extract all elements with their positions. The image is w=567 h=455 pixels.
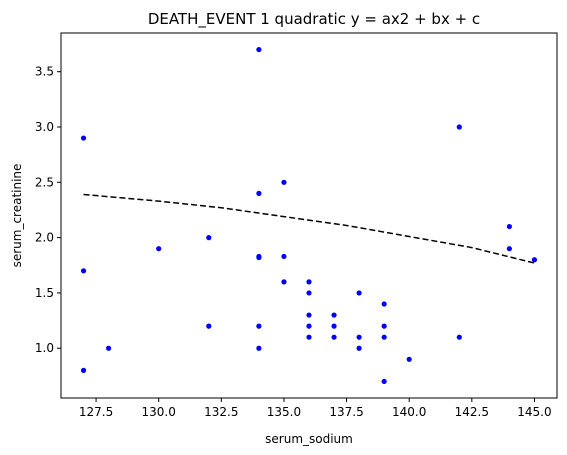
data-point (456, 124, 462, 130)
data-point (281, 179, 287, 185)
chart-title: DEATH_EVENT 1 quadratic y = ax2 + bx + c (148, 10, 480, 29)
plot-frame (60, 32, 558, 399)
data-point (256, 46, 262, 53)
plot-area (80, 46, 538, 385)
data-point (456, 334, 462, 340)
data-point (356, 345, 362, 351)
x-tick-label: 132.5 (204, 405, 238, 419)
y-tick-label: 2.0 (35, 231, 54, 245)
x-axis: 127.5 130.0 132.5 135.0 137.5 140.0 142.5 145.0 (79, 398, 552, 419)
data-point (381, 301, 387, 307)
x-tick-label: 127.5 (79, 405, 113, 419)
x-tick-label: 130.0 (142, 405, 176, 419)
data-point (306, 334, 312, 340)
data-point (306, 312, 312, 318)
y-tick-label: 3.5 (35, 65, 54, 79)
y-tick-label: 1.0 (35, 341, 54, 355)
data-point (506, 223, 512, 230)
data-point (106, 345, 112, 351)
x-tick-label: 137.5 (329, 405, 363, 419)
y-tick-label: 1.5 (35, 286, 54, 300)
x-axis-label: serum_sodium (265, 432, 353, 446)
y-axis: 1.0 1.5 2.0 2.5 3.0 3.5 (35, 65, 61, 355)
y-tick-label: 3.0 (35, 120, 54, 134)
data-point (306, 290, 312, 296)
data-point (281, 253, 287, 260)
data-point (80, 268, 87, 274)
data-point (256, 190, 262, 196)
fit-curve (83, 193, 535, 264)
y-tick-label: 2.5 (35, 175, 54, 189)
x-tick-label: 145.0 (517, 405, 551, 419)
data-point (256, 323, 262, 329)
data-point (406, 356, 412, 362)
data-point (381, 323, 387, 329)
y-axis-label: serum_creatinine (10, 164, 24, 268)
data-point (306, 323, 312, 329)
data-point (331, 323, 337, 329)
data-point (206, 235, 212, 241)
data-point (256, 345, 262, 351)
x-tick-label: 140.0 (392, 405, 426, 419)
data-point (356, 290, 362, 296)
data-point (381, 334, 387, 340)
x-tick-label: 142.5 (455, 405, 489, 419)
data-point (306, 279, 312, 285)
data-point (156, 246, 162, 252)
data-point (80, 367, 87, 373)
data-point (356, 334, 362, 340)
x-tick-label: 135.0 (267, 405, 301, 419)
data-point (256, 254, 262, 261)
data-point (506, 246, 512, 252)
data-point (206, 323, 212, 329)
data-point (80, 135, 87, 141)
data-point (531, 257, 538, 263)
data-point (331, 312, 337, 318)
data-point (331, 334, 337, 340)
data-point (381, 378, 387, 385)
data-point (281, 279, 287, 285)
